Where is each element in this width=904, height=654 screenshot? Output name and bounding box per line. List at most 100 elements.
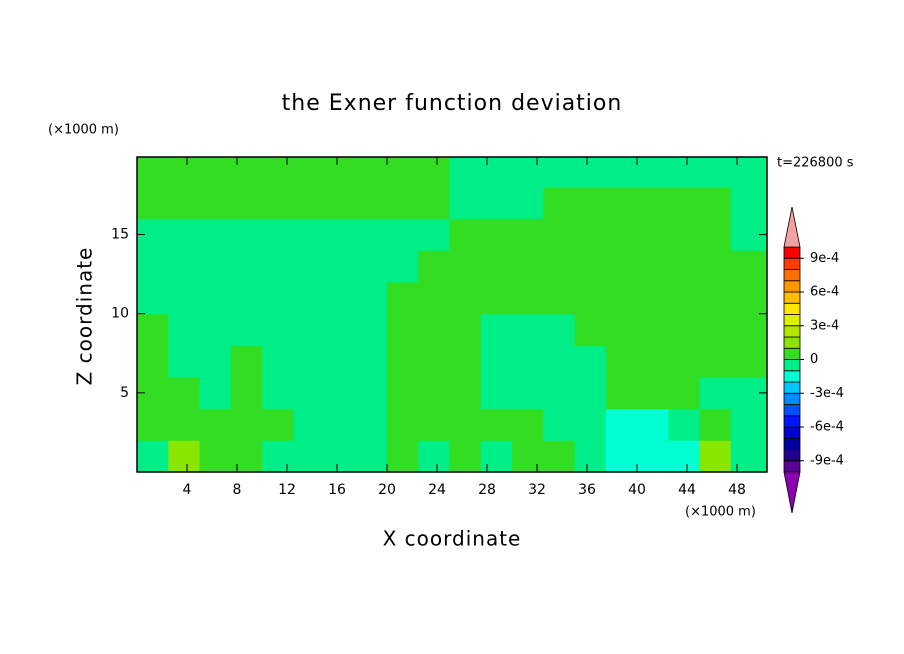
field-cell bbox=[512, 408, 544, 441]
field-cell bbox=[699, 282, 732, 315]
field-cell bbox=[449, 345, 482, 378]
y-unit: (×1000 m) bbox=[48, 123, 119, 138]
field-cell bbox=[418, 218, 450, 251]
field-cell bbox=[543, 377, 575, 410]
field-cell bbox=[449, 440, 482, 473]
field-cell bbox=[730, 408, 768, 441]
field-cell bbox=[480, 313, 513, 346]
field-cell bbox=[324, 345, 357, 378]
field-cell bbox=[230, 218, 263, 251]
colorbar-band bbox=[783, 415, 801, 428]
field-cell bbox=[262, 282, 294, 315]
x-axis-label: X coordinate bbox=[383, 527, 522, 551]
field-cell bbox=[668, 187, 700, 220]
colorbar-tick-label: 9e-4 bbox=[810, 251, 839, 266]
field-cell bbox=[605, 282, 638, 315]
field-cell bbox=[480, 218, 513, 251]
field-cell bbox=[480, 157, 513, 188]
colorbar-band bbox=[783, 392, 801, 405]
field-cell bbox=[730, 187, 768, 220]
field-cell bbox=[574, 218, 607, 251]
field-cell bbox=[574, 187, 607, 220]
field-cell bbox=[230, 377, 263, 410]
field-cell bbox=[230, 187, 263, 220]
field-cell bbox=[418, 250, 450, 283]
field-cell bbox=[355, 345, 388, 378]
field-cell bbox=[699, 157, 732, 188]
colorbar-tick-label: 0 bbox=[810, 352, 818, 367]
x-tick-label: 24 bbox=[428, 482, 446, 498]
field-cell bbox=[293, 440, 325, 473]
field-cell bbox=[605, 345, 638, 378]
field-cell bbox=[293, 187, 325, 220]
field-cell bbox=[355, 250, 388, 283]
field-cell bbox=[605, 187, 638, 220]
field-cell bbox=[387, 282, 419, 315]
field-cell bbox=[387, 440, 419, 473]
field-cell bbox=[605, 218, 638, 251]
field-cell bbox=[574, 377, 607, 410]
field-cell bbox=[230, 408, 263, 441]
field-cell bbox=[480, 408, 513, 441]
field-cell bbox=[512, 440, 544, 473]
field-cell bbox=[543, 440, 575, 473]
field-cell bbox=[637, 313, 669, 346]
colorbar-band bbox=[783, 449, 801, 462]
field-cell bbox=[293, 345, 325, 378]
field-cell bbox=[324, 218, 357, 251]
field-cell bbox=[293, 218, 325, 251]
field-cell bbox=[324, 440, 357, 473]
field-cell bbox=[137, 250, 169, 283]
field-cell bbox=[355, 313, 388, 346]
x-tick-label: 4 bbox=[183, 482, 192, 498]
y-tick-label: 5 bbox=[120, 385, 129, 401]
x-tick-label: 20 bbox=[378, 482, 396, 498]
colorbar-tick-label: -9e-4 bbox=[810, 453, 844, 468]
x-tick-label: 32 bbox=[528, 482, 546, 498]
field-cell bbox=[574, 440, 607, 473]
field-cell bbox=[605, 157, 638, 188]
field-cell bbox=[668, 157, 700, 188]
field-cell bbox=[168, 440, 200, 473]
field-cell bbox=[480, 250, 513, 283]
field-cell bbox=[449, 250, 482, 283]
field-cell bbox=[324, 282, 357, 315]
field-cell bbox=[512, 250, 544, 283]
field-cell bbox=[730, 440, 768, 473]
colorbar-extend-high bbox=[783, 206, 801, 248]
field-cell bbox=[512, 187, 544, 220]
field-cell bbox=[449, 408, 482, 441]
colorbar-band bbox=[783, 336, 801, 349]
field-cell bbox=[355, 440, 388, 473]
field-cell bbox=[293, 157, 325, 188]
field-cell bbox=[262, 408, 294, 441]
field-cell bbox=[199, 345, 232, 378]
field-cell bbox=[543, 313, 575, 346]
field-cell bbox=[293, 250, 325, 283]
colorbar-band bbox=[783, 347, 801, 360]
field-cell bbox=[699, 377, 732, 410]
field-cell bbox=[230, 282, 263, 315]
field-cell bbox=[199, 187, 232, 220]
field-cell bbox=[262, 345, 294, 378]
colorbar-band bbox=[783, 246, 801, 259]
field-cell bbox=[199, 157, 232, 188]
field-cell bbox=[199, 218, 232, 251]
colorbar-band bbox=[783, 325, 801, 338]
field-cell bbox=[324, 313, 357, 346]
field-cell bbox=[730, 250, 768, 283]
field-cell bbox=[230, 313, 263, 346]
field-cell bbox=[137, 440, 169, 473]
field-cell bbox=[418, 377, 450, 410]
field-cell bbox=[699, 313, 732, 346]
field-cell bbox=[262, 377, 294, 410]
field-cell bbox=[418, 282, 450, 315]
field-cell bbox=[480, 345, 513, 378]
field bbox=[137, 157, 768, 473]
field-cell bbox=[168, 157, 200, 188]
colorbar-band bbox=[783, 370, 801, 383]
field-cell bbox=[699, 345, 732, 378]
field-cell bbox=[668, 408, 700, 441]
colorbar-tick-label: -3e-4 bbox=[810, 386, 844, 401]
field-cell bbox=[543, 187, 575, 220]
